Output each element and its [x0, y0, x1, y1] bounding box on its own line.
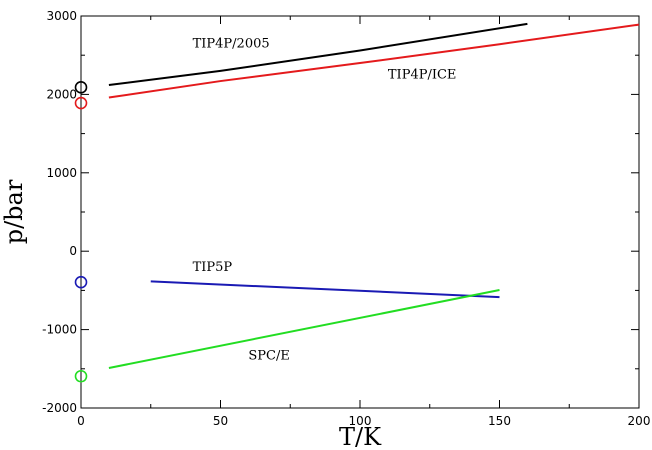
- series-marker-tip5p: [74, 275, 88, 289]
- y-axis-title: p/bar: [0, 179, 28, 244]
- series-label-spc-e: SPC/E: [248, 348, 289, 363]
- y-tick-label: 2000: [46, 87, 77, 101]
- series-line-tip4p-ice: [108, 23, 640, 99]
- series-label-tip4p-ice: TIP4P/ICE: [388, 68, 457, 83]
- plot-frame: [80, 15, 640, 409]
- axis-ticks: 0 50 100 150 200 -2000 -1000 0 1000 2000 3000: [42, 9, 650, 428]
- x-tick-label: 50: [213, 414, 228, 428]
- x-tick-label: 150: [488, 414, 511, 428]
- y-tick-label: -2000: [42, 401, 77, 415]
- series-line-tip4p-2005: [108, 22, 528, 86]
- x-axis-title: T/K: [339, 423, 382, 450]
- series-line-tip5p: [150, 280, 500, 299]
- y-tick-label: 1000: [46, 166, 77, 180]
- series-marker-tip4p-ice: [74, 96, 88, 110]
- series-line-spc-e: [108, 289, 500, 369]
- x-tick-label: 0: [77, 414, 85, 428]
- series-labels: TIP4P/2005 TIP4P/ICE TIP5P SPC/E: [193, 36, 457, 363]
- series-label-tip4p-2005: TIP4P/2005: [193, 36, 270, 51]
- y-tick-label: -1000: [42, 323, 77, 337]
- y-tick-label: 3000: [46, 9, 77, 23]
- series-marker-tip4p-2005: [74, 81, 88, 94]
- x-tick-label: 100: [349, 414, 372, 428]
- series-group: [74, 22, 640, 383]
- y-tick-label: 0: [69, 244, 77, 258]
- series-marker-spc-e: [74, 369, 88, 383]
- x-tick-label: 200: [628, 414, 651, 428]
- series-label-tip5p: TIP5P: [193, 260, 233, 275]
